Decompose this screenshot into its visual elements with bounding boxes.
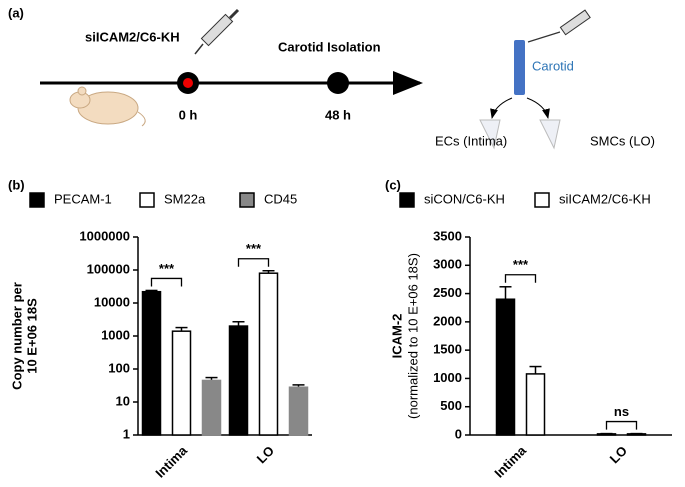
- bracket: [237, 258, 270, 267]
- bar: [495, 298, 516, 436]
- bar: [258, 272, 279, 436]
- y-tick-label: 0: [455, 426, 462, 441]
- y-axis-label: ICAM-2: [389, 314, 404, 359]
- x-tick-label: LO: [607, 443, 630, 466]
- y-tick-label: 3000: [433, 257, 462, 272]
- panel-label: (c): [385, 177, 401, 192]
- tube: [539, 119, 561, 150]
- y-tick-label: 1: [123, 426, 130, 441]
- legend-swatch: [239, 192, 255, 208]
- y-axis-label: 10 E+06 18S: [24, 298, 39, 374]
- bar: [141, 290, 162, 436]
- tube: [479, 119, 501, 150]
- legend-label: CD45: [264, 191, 297, 206]
- x-tick-label: Intima: [491, 442, 529, 480]
- y-tick-label: 1000000: [79, 228, 130, 243]
- legend-swatch: [399, 192, 415, 208]
- annotation: ***: [246, 241, 262, 256]
- bracket: [605, 420, 638, 430]
- bar: [596, 433, 617, 436]
- legend-label: PECAM-1: [54, 191, 112, 206]
- syringe: [527, 9, 591, 43]
- carotid: [514, 40, 525, 95]
- bar: [201, 379, 222, 436]
- bar: [228, 325, 249, 436]
- y-axis-label: (normalized to 10 E+06 18S): [405, 253, 420, 419]
- y-axis-label: Copy number per: [9, 282, 24, 390]
- bar: [288, 386, 309, 436]
- legend-swatch: [534, 192, 550, 208]
- y-tick-label: 10000: [94, 294, 130, 309]
- bar: [171, 330, 192, 436]
- legend-swatch: [29, 192, 45, 208]
- label: 48 h: [325, 107, 351, 122]
- bar: [626, 433, 647, 436]
- y-tick-label: 100: [108, 360, 130, 375]
- y-tick-label: 2500: [433, 285, 462, 300]
- label: SMCs (LO): [590, 133, 655, 148]
- syringe: [194, 8, 240, 55]
- annotation: ***: [513, 257, 529, 272]
- annotation: ns: [614, 404, 629, 419]
- x-tick-label: Intima: [152, 442, 190, 480]
- legend-label: SM22a: [164, 191, 206, 206]
- y-tick-label: 1500: [433, 342, 462, 357]
- annotation: ***: [159, 261, 175, 276]
- bar: [525, 373, 546, 436]
- arrow: [490, 97, 513, 119]
- panel-label: (b): [8, 177, 25, 192]
- injection-dot: [183, 78, 193, 88]
- legend-swatch: [139, 192, 155, 208]
- y-tick-label: 100000: [87, 261, 130, 276]
- y-tick-label: 3500: [433, 228, 462, 243]
- y-tick-label: 1000: [101, 327, 130, 342]
- y-tick-label: 10: [116, 393, 130, 408]
- legend-label: siICAM2/C6-KH: [559, 191, 651, 206]
- bracket: [150, 277, 183, 287]
- time-point: [327, 72, 349, 94]
- label: 0 h: [179, 107, 198, 122]
- x-tick-label: LO: [254, 443, 277, 466]
- label: siICAM2/C6-KH: [85, 29, 180, 44]
- label: ECs (Intima): [435, 133, 507, 148]
- panel-label: (a): [8, 5, 24, 20]
- label: Carotid: [532, 58, 574, 73]
- bracket: [504, 274, 537, 283]
- y-tick-label: 2000: [433, 313, 462, 328]
- legend-label: siCON/C6-KH: [424, 191, 505, 206]
- y-tick-label: 500: [440, 398, 462, 413]
- y-tick-label: 1000: [433, 370, 462, 385]
- mouse: [69, 86, 146, 127]
- label: Carotid Isolation: [278, 39, 381, 54]
- arrow: [526, 97, 550, 119]
